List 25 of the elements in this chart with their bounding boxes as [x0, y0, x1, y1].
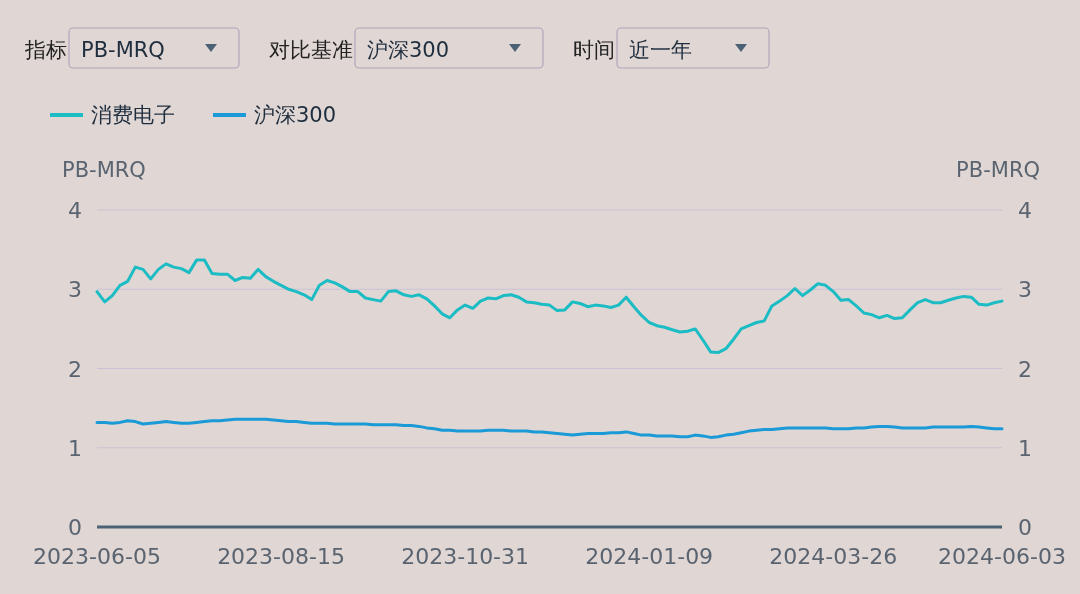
y-tick-label: 1 [68, 435, 82, 461]
x-tick-label: 2024-06-03 [938, 544, 1066, 569]
control: 对比基准 沪深300 [269, 27, 544, 69]
x-tick-label: 2023-10-31 [401, 544, 530, 569]
x-tick-label: 2023-06-05 [33, 544, 161, 569]
y2-tick-label: 2 [1018, 356, 1032, 382]
y2-tick-label: 3 [1018, 277, 1032, 303]
legend-item: 消费电子 [50, 103, 175, 127]
legend-item: 沪深300 [213, 103, 337, 127]
legend-label: 消费电子 [91, 103, 175, 127]
y-axis-title: PB-MRQ [62, 158, 146, 182]
legend-label: 沪深300 [254, 103, 337, 127]
control: 指标 PB-MRQ [25, 27, 240, 69]
y2-axis-title: PB-MRQ [956, 158, 1040, 182]
y2-tick-label: 0 [1018, 515, 1032, 540]
y-tick-label: 0 [68, 515, 82, 540]
y-tick-label: 2 [68, 356, 82, 382]
y-tick-label: 4 [68, 198, 82, 223]
control: 时间 近一年 [573, 27, 770, 69]
y-tick-label: 3 [68, 277, 82, 303]
y2-tick-label: 1 [1018, 435, 1032, 461]
x-tick-label: 2023-08-15 [217, 544, 345, 569]
y2-tick-label: 4 [1018, 198, 1032, 223]
x-tick-label: 2024-03-26 [769, 544, 898, 569]
x-tick-label: 2024-01-09 [585, 544, 714, 569]
